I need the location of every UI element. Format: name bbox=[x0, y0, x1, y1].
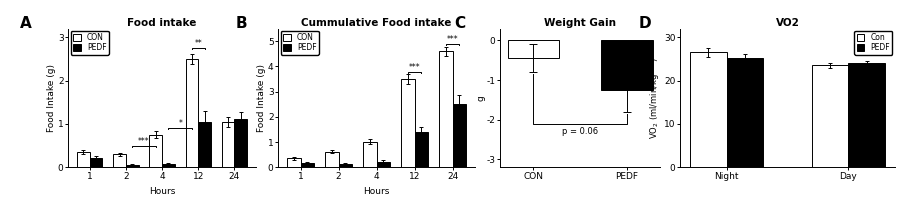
Bar bbox=[300, 163, 314, 167]
Bar bbox=[339, 164, 352, 167]
Bar bbox=[126, 165, 139, 167]
Bar bbox=[198, 122, 211, 167]
Bar bbox=[812, 65, 848, 167]
Text: **: ** bbox=[194, 39, 202, 48]
Bar bbox=[415, 132, 428, 167]
Bar bbox=[727, 58, 763, 167]
Bar bbox=[402, 79, 415, 167]
Text: ***: *** bbox=[409, 63, 420, 72]
Title: Cummulative Food intake: Cummulative Food intake bbox=[301, 18, 452, 28]
Bar bbox=[235, 119, 247, 167]
Bar bbox=[363, 142, 376, 167]
Bar bbox=[113, 154, 126, 167]
X-axis label: Hours: Hours bbox=[149, 187, 175, 196]
Legend: Con, PEDF: Con, PEDF bbox=[855, 31, 892, 55]
Bar bbox=[690, 52, 727, 167]
Bar bbox=[288, 159, 300, 167]
Bar bbox=[439, 51, 453, 167]
Text: B: B bbox=[236, 16, 247, 31]
Text: ***: *** bbox=[446, 35, 458, 44]
Legend: CON, PEDF: CON, PEDF bbox=[281, 31, 319, 55]
Y-axis label: Food Intake (g): Food Intake (g) bbox=[47, 64, 57, 132]
X-axis label: Hours: Hours bbox=[363, 187, 390, 196]
Bar bbox=[162, 164, 174, 167]
Title: Weight Gain: Weight Gain bbox=[544, 18, 616, 28]
Bar bbox=[185, 59, 198, 167]
Text: C: C bbox=[454, 16, 465, 31]
Bar bbox=[453, 104, 466, 167]
Legend: CON, PEDF: CON, PEDF bbox=[71, 31, 109, 55]
Text: D: D bbox=[639, 16, 652, 31]
Bar bbox=[376, 162, 390, 167]
Text: *: * bbox=[178, 119, 182, 128]
Title: Food intake: Food intake bbox=[128, 18, 196, 28]
Bar bbox=[150, 135, 163, 167]
Text: ***: *** bbox=[138, 137, 150, 146]
Y-axis label: $\mathrm{VO_2\ (ml/min/kg^{0.75})}$: $\mathrm{VO_2\ (ml/min/kg^{0.75})}$ bbox=[648, 57, 663, 139]
Title: VO2: VO2 bbox=[775, 18, 800, 28]
Bar bbox=[848, 63, 885, 167]
Bar bbox=[77, 152, 89, 167]
Text: A: A bbox=[20, 16, 32, 31]
Bar bbox=[325, 152, 339, 167]
Y-axis label: Food Intake (g): Food Intake (g) bbox=[257, 64, 267, 132]
Bar bbox=[222, 122, 235, 167]
Y-axis label: g: g bbox=[476, 95, 485, 101]
Bar bbox=[89, 158, 102, 167]
Bar bbox=[508, 40, 559, 58]
Text: p = 0.06: p = 0.06 bbox=[562, 127, 598, 136]
Bar bbox=[602, 40, 653, 90]
